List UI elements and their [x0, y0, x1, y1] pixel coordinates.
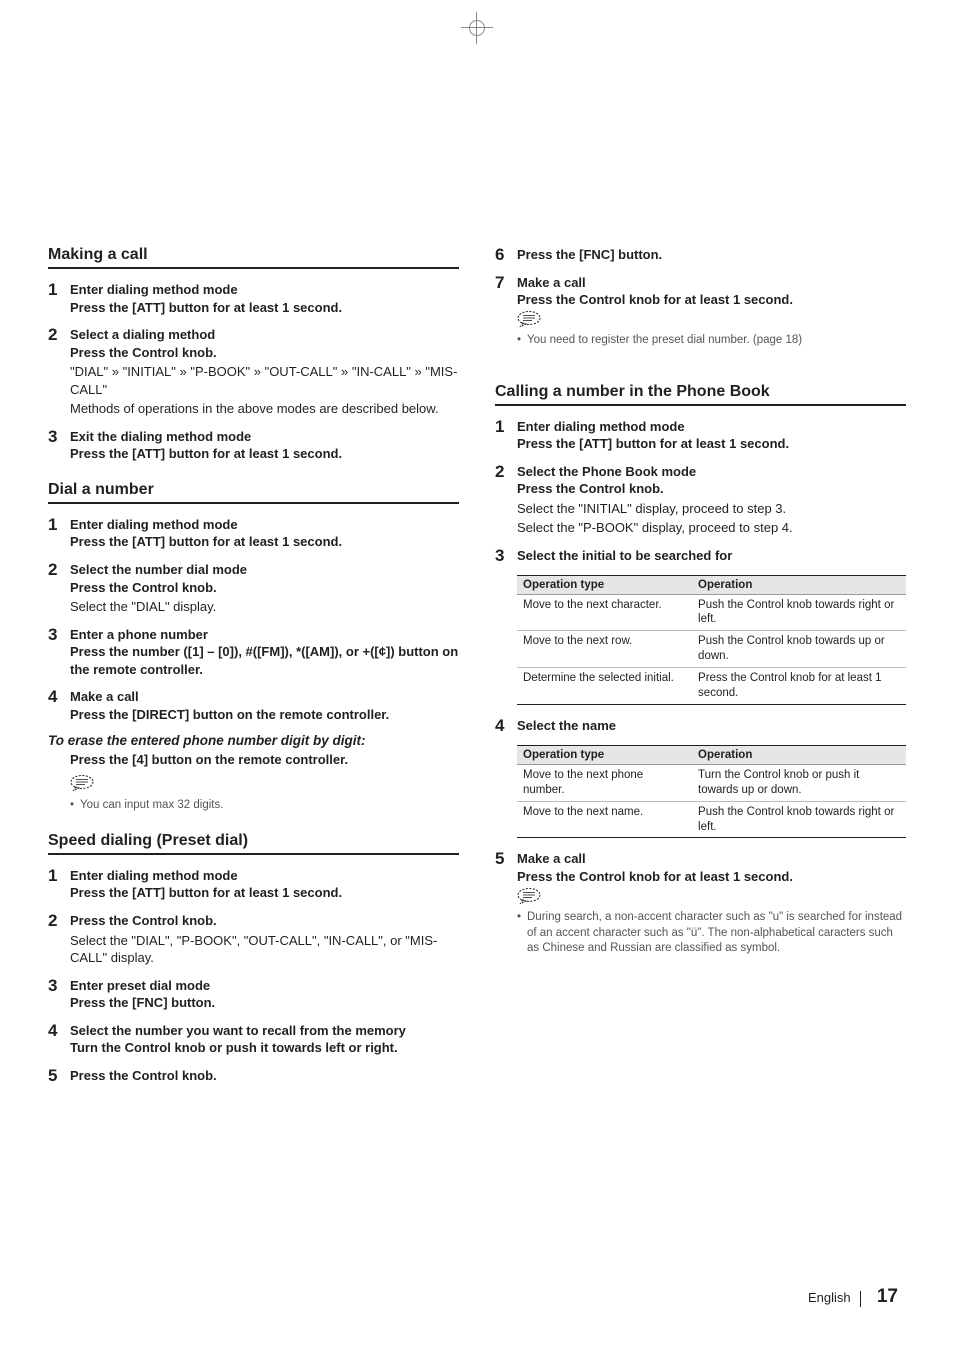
step-title: Enter dialing method mode [517, 418, 906, 436]
step-2: Select the Phone Book mode Press the Con… [495, 463, 906, 537]
steps-continued: Press the [FNC] button. Make a call Pres… [495, 246, 906, 349]
note-list: You need to register the preset dial num… [517, 333, 906, 349]
sub-title-erase-digit: To erase the entered phone number digit … [48, 733, 459, 748]
step-1: Enter dialing method mode Press the [ATT… [48, 867, 459, 902]
table-head: Operation [692, 575, 906, 594]
step-title: Enter dialing method mode [70, 516, 459, 534]
step-action: Press the [ATT] button for at least 1 se… [517, 435, 906, 453]
step-action: Press the Control knob. [70, 1067, 459, 1085]
step-1: Enter dialing method mode Press the [ATT… [495, 418, 906, 453]
step-body: Select the "INITIAL" display, proceed to… [517, 500, 906, 537]
right-column: Press the [FNC] button. Make a call Pres… [495, 246, 906, 1094]
footer-lang: English [808, 1290, 851, 1305]
step-action: Press the Control knob. [517, 480, 906, 498]
note-item: You can input max 32 digits. [70, 798, 459, 814]
steps-phone-book-cont: Select the name [495, 717, 906, 735]
step-action: Press the [FNC] button. [70, 994, 459, 1012]
step-2: Select a dialing method Press the Contro… [48, 326, 459, 418]
step-action: Press the Control knob for at least 1 se… [517, 291, 906, 309]
step-title: Enter preset dial mode [70, 977, 459, 995]
step-action: Press the [ATT] button for at least 1 se… [70, 533, 459, 551]
step-action: Press the Control knob. [70, 344, 459, 362]
step-title: Make a call [517, 274, 906, 292]
step-title: Make a call [517, 850, 906, 868]
section-title-speed-dialing: Speed dialing (Preset dial) [48, 832, 459, 855]
steps-speed-dialing: Enter dialing method mode Press the [ATT… [48, 867, 459, 1084]
step-title: Select the name [517, 717, 906, 735]
table-head: Operation [692, 745, 906, 764]
step-body: Select the "DIAL", "P-BOOK", "OUT-CALL",… [70, 932, 459, 967]
section-title-dial-a-number: Dial a number [48, 481, 459, 504]
steps-phone-book: Enter dialing method mode Press the [ATT… [495, 418, 906, 565]
step-1: Enter dialing method mode Press the [ATT… [48, 281, 459, 316]
step-title: Select the Phone Book mode [517, 463, 906, 481]
step-7: Make a call Press the Control knob for a… [495, 274, 906, 349]
step-title: Select the initial to be searched for [517, 547, 906, 565]
page-number: 17 [877, 1286, 898, 1307]
page-footer: English 17 [808, 1286, 898, 1308]
step-action: Press the Control knob. [70, 579, 459, 597]
note-item: You need to register the preset dial num… [517, 333, 906, 349]
step-3: Exit the dialing method mode Press the [… [48, 428, 459, 463]
step-title: Select the number you want to recall fro… [70, 1022, 459, 1040]
step-1: Enter dialing method mode Press the [ATT… [48, 516, 459, 551]
step-action: Press the Control knob for at least 1 se… [517, 868, 906, 886]
step-action: Press the number ([1] – [0]), #([FM]), *… [70, 643, 459, 678]
step-3: Enter a phone number Press the number ([… [48, 626, 459, 679]
steps-phone-book-cont2: Make a call Press the Control knob for a… [495, 850, 906, 956]
table-row: Move to the next row. Push the Control k… [517, 631, 906, 668]
note-icon [517, 311, 543, 327]
table-row: Determine the selected initial. Press th… [517, 668, 906, 705]
step-title: Enter a phone number [70, 626, 459, 644]
step-title: Select the number dial mode [70, 561, 459, 579]
table-head: Operation type [517, 575, 692, 594]
table-select-name: Operation type Operation Move to the nex… [517, 745, 906, 839]
table-row: Move to the next name. Push the Control … [517, 801, 906, 838]
step-5: Press the Control knob. [48, 1067, 459, 1085]
step-4: Select the number you want to recall fro… [48, 1022, 459, 1057]
page-columns: Making a call Enter dialing method mode … [48, 36, 906, 1094]
step-action: Press the Control knob. [70, 912, 459, 930]
step-title: Enter dialing method mode [70, 867, 459, 885]
table-initial-search: Operation type Operation Move to the nex… [517, 575, 906, 706]
step-6: Press the [FNC] button. [495, 246, 906, 264]
step-action: Press the [ATT] button for at least 1 se… [70, 445, 459, 463]
step-action: Press the [FNC] button. [517, 246, 906, 264]
step-2: Select the number dial mode Press the Co… [48, 561, 459, 616]
step-title: Make a call [70, 688, 459, 706]
step-body: Select the "DIAL" display. [70, 598, 459, 616]
section-title-making-a-call: Making a call [48, 246, 459, 269]
step-3: Enter preset dial mode Press the [FNC] b… [48, 977, 459, 1012]
note-item: During search, a non-accent character su… [517, 910, 906, 957]
steps-making-a-call: Enter dialing method mode Press the [ATT… [48, 281, 459, 463]
steps-dial-a-number: Enter dialing method mode Press the [ATT… [48, 516, 459, 723]
note-icon [517, 888, 543, 904]
step-action: Press the [DIRECT] button on the remote … [70, 706, 459, 724]
step-4: Make a call Press the [DIRECT] button on… [48, 688, 459, 723]
step-action: Press the [ATT] button for at least 1 se… [70, 299, 459, 317]
table-row: Move to the next phone number. Turn the … [517, 764, 906, 801]
note-list: You can input max 32 digits. [48, 798, 459, 814]
step-3: Select the initial to be searched for [495, 547, 906, 565]
step-body: "DIAL" » "INITIAL" » "P-BOOK" » "OUT-CAL… [70, 363, 459, 418]
step-4: Select the name [495, 717, 906, 735]
note-icon [70, 775, 96, 791]
table-head: Operation type [517, 745, 692, 764]
note-list: During search, a non-accent character su… [517, 910, 906, 957]
table-row: Move to the next character. Push the Con… [517, 594, 906, 631]
step-2: Press the Control knob. Select the "DIAL… [48, 912, 459, 967]
sub-action: Press the [4] button on the remote contr… [48, 752, 459, 767]
step-title: Select a dialing method [70, 326, 459, 344]
left-column: Making a call Enter dialing method mode … [48, 246, 459, 1094]
step-title: Enter dialing method mode [70, 281, 459, 299]
section-title-phone-book: Calling a number in the Phone Book [495, 383, 906, 406]
step-5: Make a call Press the Control knob for a… [495, 850, 906, 956]
footer-divider [860, 1291, 861, 1307]
step-action: Turn the Control knob or push it towards… [70, 1039, 459, 1057]
step-action: Press the [ATT] button for at least 1 se… [70, 884, 459, 902]
registration-mark [461, 12, 493, 44]
step-title: Exit the dialing method mode [70, 428, 459, 446]
